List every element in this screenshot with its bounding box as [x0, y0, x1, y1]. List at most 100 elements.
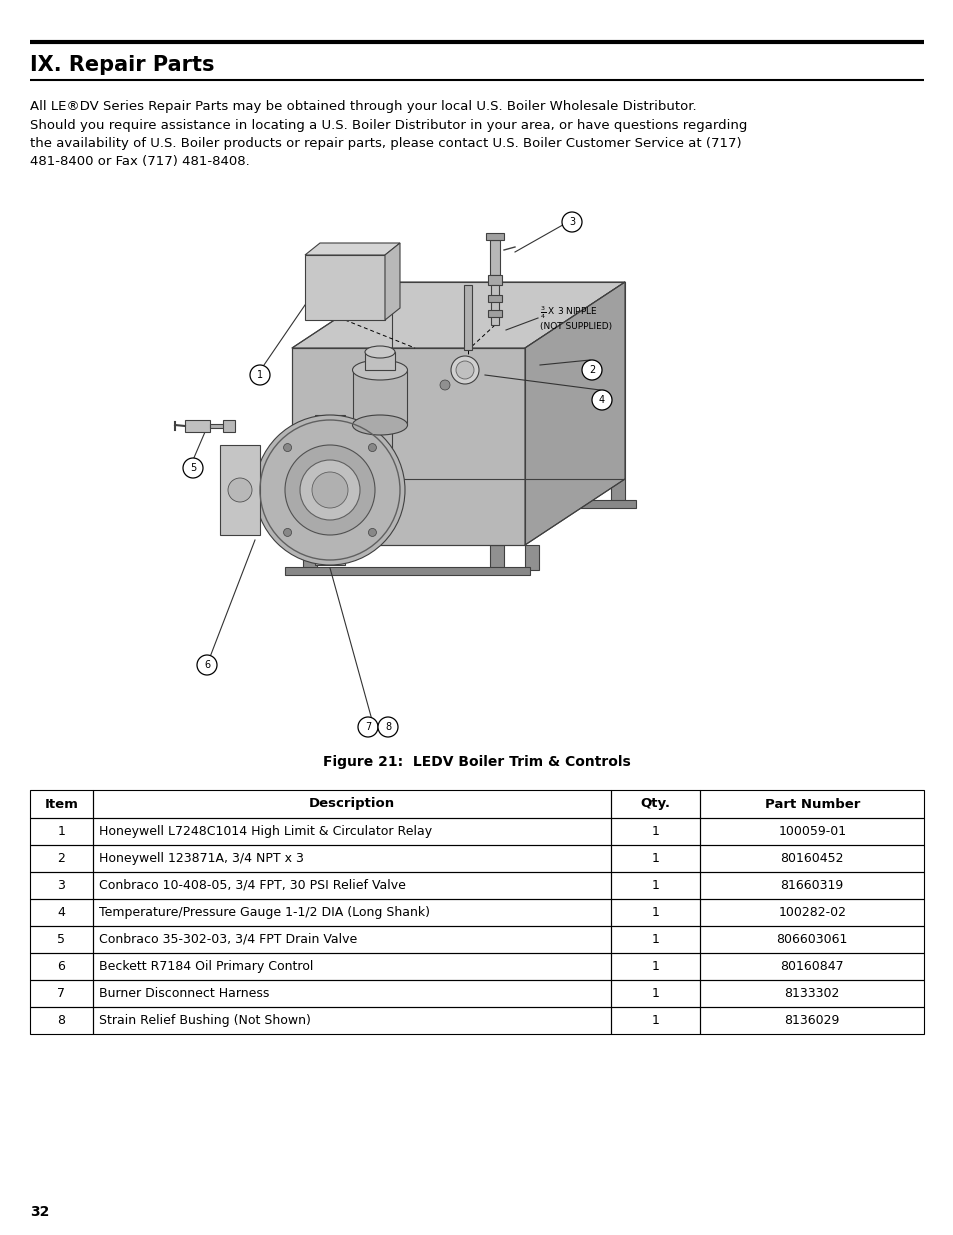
Bar: [92, 790, 611, 818]
Bar: [92, 953, 611, 981]
Circle shape: [283, 529, 292, 536]
Polygon shape: [490, 240, 499, 275]
Text: 100059-01: 100059-01: [778, 825, 845, 839]
Text: 1: 1: [651, 852, 659, 864]
Text: 5: 5: [57, 932, 65, 946]
Text: Item: Item: [44, 798, 78, 810]
Text: 8133302: 8133302: [783, 987, 839, 1000]
Text: 1: 1: [651, 825, 659, 839]
Text: 2: 2: [588, 366, 595, 375]
Circle shape: [254, 415, 405, 564]
Polygon shape: [463, 285, 472, 350]
Text: Qty.: Qty.: [640, 798, 670, 810]
Ellipse shape: [365, 346, 395, 358]
Bar: [30, 926, 92, 953]
Bar: [92, 872, 611, 899]
Bar: [30, 899, 92, 926]
Text: 1: 1: [651, 960, 659, 973]
Text: 7: 7: [57, 987, 65, 1000]
Bar: [700, 818, 923, 845]
Circle shape: [285, 445, 375, 535]
Text: 3: 3: [57, 879, 65, 892]
Circle shape: [228, 478, 252, 501]
Circle shape: [312, 472, 348, 508]
Bar: [700, 953, 923, 981]
Circle shape: [357, 718, 377, 737]
Text: 81660319: 81660319: [780, 879, 843, 892]
Polygon shape: [303, 545, 316, 571]
Polygon shape: [285, 567, 530, 576]
Text: 1: 1: [651, 932, 659, 946]
Circle shape: [250, 366, 270, 385]
Bar: [611, 953, 700, 981]
Text: 100282-02: 100282-02: [778, 906, 845, 919]
Bar: [700, 1007, 923, 1034]
Polygon shape: [185, 420, 210, 432]
Polygon shape: [365, 352, 395, 370]
Circle shape: [451, 356, 478, 384]
Circle shape: [299, 459, 359, 520]
Text: 1: 1: [651, 879, 659, 892]
Circle shape: [377, 718, 397, 737]
Polygon shape: [292, 282, 624, 348]
Circle shape: [561, 212, 581, 232]
Bar: [30, 981, 92, 1007]
Ellipse shape: [352, 415, 407, 435]
Text: IX. Repair Parts: IX. Repair Parts: [30, 56, 214, 75]
Bar: [700, 845, 923, 872]
Bar: [611, 899, 700, 926]
Bar: [92, 1007, 611, 1034]
Circle shape: [439, 380, 450, 390]
Bar: [700, 899, 923, 926]
Text: 3: 3: [568, 217, 575, 227]
Polygon shape: [314, 415, 345, 564]
Text: Honeywell 123871A, 3/4 NPT x 3: Honeywell 123871A, 3/4 NPT x 3: [98, 852, 303, 864]
Polygon shape: [524, 545, 538, 571]
Bar: [30, 872, 92, 899]
Text: Burner Disconnect Harness: Burner Disconnect Harness: [98, 987, 269, 1000]
Text: Conbraco 35-302-03, 3/4 FPT Drain Valve: Conbraco 35-302-03, 3/4 FPT Drain Valve: [98, 932, 356, 946]
Bar: [611, 872, 700, 899]
Bar: [92, 845, 611, 872]
Polygon shape: [353, 370, 407, 425]
Text: 4: 4: [598, 395, 604, 405]
Text: Honeywell L7248C1014 High Limit & Circulator Relay: Honeywell L7248C1014 High Limit & Circul…: [98, 825, 432, 839]
Bar: [611, 926, 700, 953]
Text: Part Number: Part Number: [763, 798, 859, 810]
Text: Description: Description: [309, 798, 395, 810]
Bar: [700, 981, 923, 1007]
Text: 1: 1: [256, 370, 263, 380]
Polygon shape: [610, 479, 624, 504]
Text: Beckett R7184 Oil Primary Control: Beckett R7184 Oil Primary Control: [98, 960, 313, 973]
Text: 8: 8: [384, 722, 391, 732]
Bar: [30, 790, 92, 818]
Text: 32: 32: [30, 1205, 50, 1219]
Bar: [92, 818, 611, 845]
Bar: [92, 981, 611, 1007]
Polygon shape: [210, 424, 225, 429]
Bar: [700, 872, 923, 899]
Polygon shape: [491, 285, 498, 325]
Text: 80160452: 80160452: [780, 852, 843, 864]
Circle shape: [183, 458, 203, 478]
Text: All LE®DV Series Repair Parts may be obtained through your local U.S. Boiler Who: All LE®DV Series Repair Parts may be obt…: [30, 100, 746, 168]
Text: $\frac{3}{4}$ X 3 NIPPLE: $\frac{3}{4}$ X 3 NIPPLE: [539, 305, 598, 321]
Text: 2: 2: [57, 852, 65, 864]
Bar: [92, 926, 611, 953]
Text: 8: 8: [57, 1014, 65, 1028]
Text: 5: 5: [190, 463, 196, 473]
Polygon shape: [488, 275, 501, 285]
Polygon shape: [223, 420, 234, 432]
Bar: [611, 1007, 700, 1034]
Circle shape: [196, 655, 216, 676]
Polygon shape: [488, 310, 501, 317]
Text: Conbraco 10-408-05, 3/4 FPT, 30 PSI Relief Valve: Conbraco 10-408-05, 3/4 FPT, 30 PSI Reli…: [98, 879, 405, 892]
Text: 1: 1: [651, 906, 659, 919]
Text: 1: 1: [651, 987, 659, 1000]
Text: (NOT SUPPLIED): (NOT SUPPLIED): [539, 321, 612, 331]
Circle shape: [456, 361, 474, 379]
Bar: [700, 926, 923, 953]
Text: Figure 21:  LEDV Boiler Trim & Controls: Figure 21: LEDV Boiler Trim & Controls: [323, 755, 630, 769]
Ellipse shape: [352, 359, 407, 380]
Polygon shape: [524, 282, 624, 545]
